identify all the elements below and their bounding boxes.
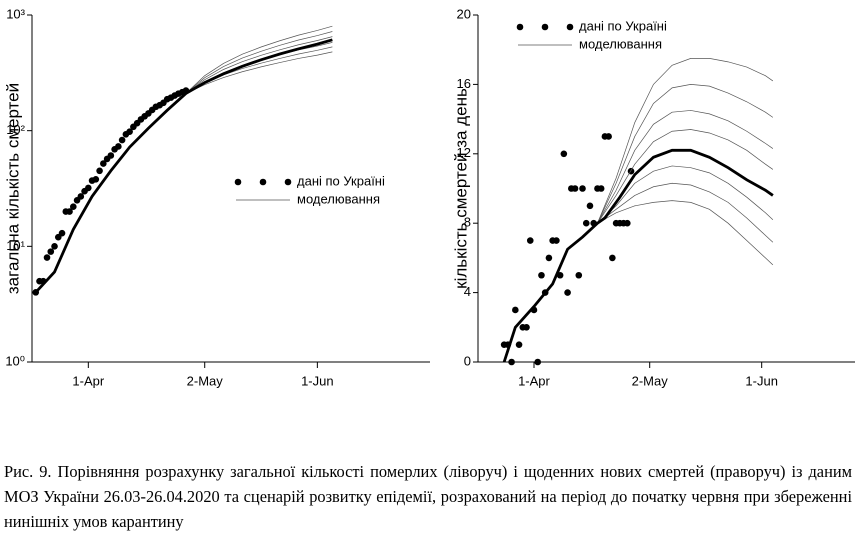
model-line bbox=[597, 182, 774, 243]
data-point bbox=[43, 254, 51, 261]
data-point bbox=[77, 193, 85, 200]
y-tick-label: 20 bbox=[457, 6, 471, 21]
legend-marker bbox=[284, 178, 292, 186]
y-axis-label: кількість смертей за день bbox=[451, 88, 470, 289]
data-point bbox=[582, 219, 590, 227]
data-point bbox=[586, 202, 594, 210]
x-tick-label: 2-May bbox=[187, 373, 224, 388]
data-point bbox=[51, 243, 58, 250]
legend-marker bbox=[259, 178, 267, 186]
y-tick-label: 0 bbox=[464, 353, 471, 368]
data-point bbox=[47, 248, 55, 255]
data-point bbox=[512, 306, 519, 314]
y-tick-label: 10² bbox=[6, 122, 25, 137]
model-line bbox=[597, 200, 774, 266]
model-line-main bbox=[34, 38, 333, 294]
data-point bbox=[605, 133, 612, 140]
data-point bbox=[92, 175, 100, 183]
data-point bbox=[115, 143, 122, 150]
figure-caption: Рис. 9. Порівняння розрахунку загальної … bbox=[4, 462, 852, 531]
x-tick-label: 1-Apr bbox=[518, 373, 550, 388]
data-point bbox=[597, 185, 605, 192]
data-point bbox=[96, 167, 103, 175]
y-tick-label: 4 bbox=[464, 284, 471, 299]
model-line bbox=[597, 58, 774, 224]
legend-marker bbox=[541, 23, 549, 31]
data-point bbox=[609, 254, 616, 262]
model-line bbox=[597, 84, 774, 224]
figure: 10⁰ 10¹ 10² 10³ 1-Apr 2-May 1-Jun загальна кіль… bbox=[3, 6, 855, 388]
model-line bbox=[166, 46, 333, 111]
data-point bbox=[126, 128, 133, 135]
model-line-main bbox=[502, 148, 774, 363]
legend-marker bbox=[234, 178, 242, 186]
data-point bbox=[553, 237, 560, 244]
data-point bbox=[534, 358, 542, 366]
legend-marker bbox=[566, 23, 574, 31]
data-point bbox=[579, 185, 586, 192]
data-point bbox=[523, 324, 530, 331]
y-tick-label: 16 bbox=[457, 76, 471, 91]
data-point bbox=[100, 160, 107, 167]
legend-label: моделювання bbox=[579, 36, 662, 51]
model-line bbox=[166, 31, 333, 111]
data-point bbox=[58, 229, 66, 237]
data-point bbox=[508, 358, 515, 366]
x-tick-label: 1-Jun bbox=[745, 373, 778, 388]
legend-label: дані по Україні bbox=[297, 173, 385, 188]
data-point bbox=[560, 150, 568, 158]
y-tick-label: 12 bbox=[457, 145, 471, 160]
model-line bbox=[166, 25, 333, 111]
data-point bbox=[545, 254, 553, 262]
data-point bbox=[85, 184, 92, 192]
data-point bbox=[627, 167, 635, 175]
data-point bbox=[118, 136, 126, 144]
x-tick-label: 1-Jun bbox=[301, 373, 334, 388]
legend-marker bbox=[516, 23, 524, 31]
y-axis-label: загальна кількість смертей bbox=[3, 83, 22, 294]
data-point bbox=[564, 289, 571, 296]
data-point bbox=[66, 208, 73, 215]
model-line bbox=[166, 51, 333, 111]
x-tick-label: 1-Apr bbox=[72, 373, 104, 388]
legend-label: дані по Україні bbox=[579, 18, 667, 33]
model-line bbox=[597, 129, 774, 224]
data-point bbox=[575, 271, 583, 279]
y-tick-label: 10³ bbox=[6, 6, 25, 21]
data-point bbox=[70, 203, 77, 211]
y-tick-label: 10¹ bbox=[6, 238, 25, 253]
y-tick-label: 10⁰ bbox=[5, 353, 25, 368]
model-line bbox=[597, 165, 774, 224]
y-tick-label: 8 bbox=[464, 215, 471, 230]
data-point bbox=[107, 152, 115, 159]
legend-label: моделювання bbox=[297, 191, 380, 206]
data-point bbox=[526, 237, 534, 244]
data-point bbox=[571, 185, 579, 192]
model-line bbox=[597, 110, 774, 224]
data-point bbox=[624, 219, 631, 227]
data-point bbox=[515, 341, 523, 348]
data-point bbox=[538, 271, 545, 279]
x-tick-label: 2-May bbox=[632, 373, 669, 388]
